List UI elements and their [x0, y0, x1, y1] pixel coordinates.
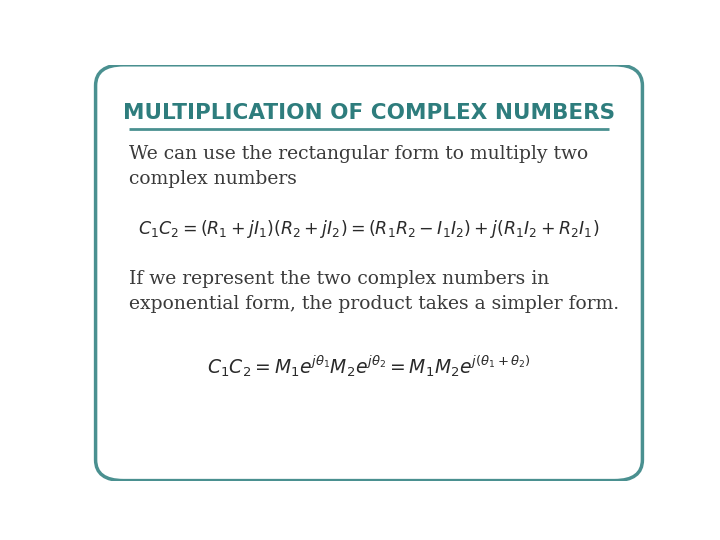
Text: If we represent the two complex numbers in
exponential form, the product takes a: If we represent the two complex numbers …	[129, 270, 619, 313]
FancyBboxPatch shape	[96, 65, 642, 481]
Text: MULTIPLICATION OF COMPLEX NUMBERS: MULTIPLICATION OF COMPLEX NUMBERS	[123, 103, 615, 123]
Text: We can use the rectangular form to multiply two
complex numbers: We can use the rectangular form to multi…	[129, 145, 588, 188]
Text: $C_1C_2 = (R_1 + jI_1)(R_2 + jI_2) = (R_1R_2 - I_1I_2) + j(R_1I_2 + R_2I_1)$: $C_1C_2 = (R_1 + jI_1)(R_2 + jI_2) = (R_…	[138, 218, 600, 240]
Text: $C_1C_2 = M_1e^{j\theta_1} M_2e^{j\theta_2} = M_1M_2e^{j(\theta_1+\theta_2)}$: $C_1C_2 = M_1e^{j\theta_1} M_2e^{j\theta…	[207, 354, 531, 379]
